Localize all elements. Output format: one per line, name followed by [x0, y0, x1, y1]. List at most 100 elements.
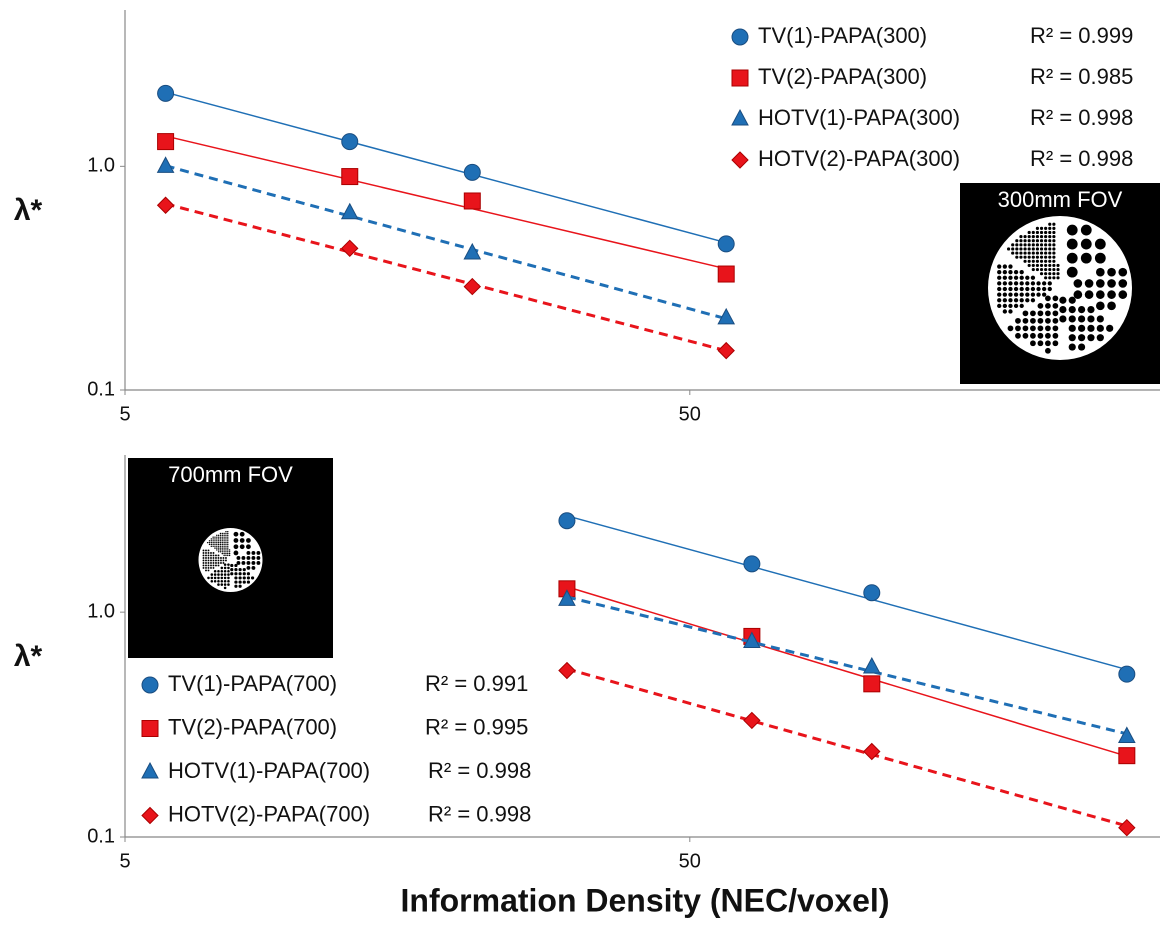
phantom-dot	[247, 580, 250, 583]
phantom-dot	[220, 538, 221, 539]
phantom-dot	[1036, 235, 1039, 238]
phantom-dot	[210, 562, 212, 564]
phantom-dot	[221, 567, 224, 570]
page: Information Density (NEC/voxel) 0.11.055…	[0, 0, 1163, 925]
phantom-dot	[1053, 310, 1059, 316]
phantom-dot	[205, 552, 207, 554]
phantom-dot	[220, 544, 221, 545]
phantom-dot	[1030, 340, 1036, 346]
trendline	[567, 516, 1127, 670]
phantom-dot	[1036, 287, 1040, 291]
phantom-dot	[227, 538, 228, 539]
phantom-dot	[1096, 279, 1105, 288]
phantom-dot	[997, 264, 1001, 268]
phantom-dot	[1097, 315, 1104, 322]
phantom-dot	[218, 544, 219, 545]
phantom-dot	[211, 577, 214, 580]
phantom-dot	[211, 546, 212, 547]
phantom-dot	[1030, 333, 1036, 339]
phantom-dot	[215, 562, 217, 564]
phantom-dot	[243, 576, 246, 579]
marker	[559, 663, 575, 679]
r-squared-label: R² = 0.999	[1030, 23, 1133, 48]
phantom-dot	[217, 573, 220, 576]
phantom-dot	[212, 540, 213, 541]
trendline	[567, 587, 1127, 756]
phantom-dot	[220, 562, 222, 564]
phantom-dot	[1038, 340, 1044, 346]
phantom-dot	[225, 546, 226, 547]
legend-label: TV(2)-PAPA(700)	[168, 714, 337, 739]
phantom-dot	[1015, 239, 1018, 242]
phantom-dot	[1030, 310, 1036, 316]
phantom-dot	[212, 544, 213, 545]
phantom-dot	[229, 549, 230, 550]
phantom-dot	[1032, 260, 1035, 263]
phantom-dot	[234, 580, 237, 583]
phantom-dot	[1036, 251, 1039, 254]
phantom-dot	[239, 568, 242, 571]
marker	[158, 157, 174, 172]
phantom-dot	[222, 553, 223, 554]
phantom-dot	[1042, 281, 1046, 285]
phantom-dot	[1011, 243, 1014, 246]
phantom-dot	[227, 547, 228, 548]
phantom-dot	[227, 544, 228, 545]
phantom-dot	[1008, 309, 1012, 313]
phantom-dot	[222, 540, 223, 541]
phantom-dot	[1028, 239, 1031, 242]
phantom-dot	[213, 552, 215, 554]
phantom-dot	[1052, 251, 1055, 254]
phantom-dot	[1011, 251, 1014, 254]
phantom-dot	[220, 546, 221, 547]
phantom-dot	[223, 555, 224, 556]
phantom-dot	[1044, 251, 1047, 254]
phantom-dot	[225, 553, 226, 554]
phantom-dot	[1045, 310, 1051, 316]
phantom-dot	[1081, 239, 1092, 250]
phantom-dot	[218, 540, 219, 541]
phantom-dot	[1008, 270, 1012, 274]
phantom-dot	[1036, 227, 1039, 230]
phantom-dot	[220, 547, 221, 548]
phantom-dot	[1106, 325, 1113, 332]
phantom-dot	[1048, 276, 1051, 279]
phantom-dot	[215, 554, 217, 556]
phantom-dot	[1019, 239, 1022, 242]
phantom-dot	[997, 292, 1001, 296]
phantom-dot	[1036, 239, 1039, 242]
phantom-dot	[205, 564, 207, 566]
phantom-dot	[1044, 272, 1047, 275]
phantom-dot	[1028, 247, 1031, 250]
phantom-dot	[237, 561, 241, 565]
phantom-dot	[1040, 251, 1043, 254]
phantom-dot	[216, 540, 217, 541]
phantom-dot	[1023, 256, 1026, 259]
phantom-dot	[1044, 227, 1047, 230]
phantom-dot	[225, 540, 226, 541]
marker	[718, 343, 734, 359]
phantom-dot	[225, 533, 226, 534]
phantom-dot	[1020, 304, 1024, 308]
phantom-dot	[222, 551, 223, 552]
phantom-dot	[205, 569, 207, 571]
x-tick-label: 5	[119, 403, 130, 425]
marker	[1119, 666, 1135, 682]
phantom-dot	[223, 542, 224, 543]
phantom-dot	[1008, 276, 1012, 280]
phantom-dot	[214, 577, 217, 580]
phantom-dot	[218, 542, 219, 543]
phantom-dot	[203, 554, 205, 556]
phantom-dot	[218, 551, 219, 552]
phantom-dot	[220, 533, 221, 534]
trendline	[166, 92, 727, 242]
phantom-dot	[246, 538, 251, 543]
phantom-dot	[1014, 281, 1018, 285]
r-squared-label: R² = 0.998	[1030, 146, 1133, 171]
phantom-dot	[1040, 227, 1043, 230]
phantom-dot	[225, 535, 226, 536]
phantom-dot	[224, 583, 227, 586]
phantom-dot	[225, 531, 226, 532]
phantom-dot	[212, 536, 213, 537]
phantom-dot	[203, 550, 205, 552]
